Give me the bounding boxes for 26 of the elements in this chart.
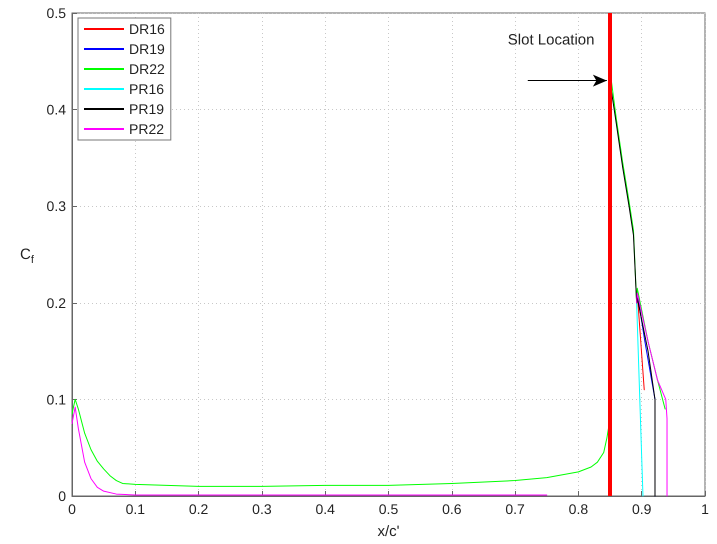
x-tick-label: 0.9	[632, 501, 652, 517]
x-axis-title: x/c'	[377, 523, 400, 540]
y-tick-label: 0	[58, 488, 66, 504]
legend-label: DR16	[129, 21, 166, 37]
x-tick-label: 0.4	[315, 501, 336, 517]
x-tick-label: 1	[701, 501, 710, 517]
legend-label: PR19	[129, 101, 164, 117]
x-tick-label: 0.5	[378, 501, 398, 517]
x-tick-label: 0	[68, 501, 76, 517]
y-tick-label: 0.3	[46, 198, 66, 214]
annotation: Slot Location	[508, 32, 594, 49]
y-tick-label: 0.1	[46, 391, 66, 408]
x-tick-label: 0.3	[252, 501, 272, 517]
x-tick-label: 0.1	[126, 501, 146, 517]
y-axis-title: C$_{f}$	[20, 246, 34, 268]
legend-label: DR22	[129, 61, 166, 77]
y-tick-label: 0.5	[46, 5, 66, 21]
x-tick-label: 0.6	[442, 501, 462, 517]
legend-label: DR19	[129, 41, 166, 57]
x-tick-label: 0.2	[188, 501, 209, 517]
y-tick-label: 0.2	[46, 294, 66, 311]
x-tick-label: 0.8	[568, 501, 588, 517]
x-tick-label: 0.7	[505, 501, 526, 517]
y-tick-label: 0.4	[46, 102, 66, 118]
legend-label: PR22	[129, 121, 164, 137]
legend-label: PR16	[129, 81, 164, 97]
